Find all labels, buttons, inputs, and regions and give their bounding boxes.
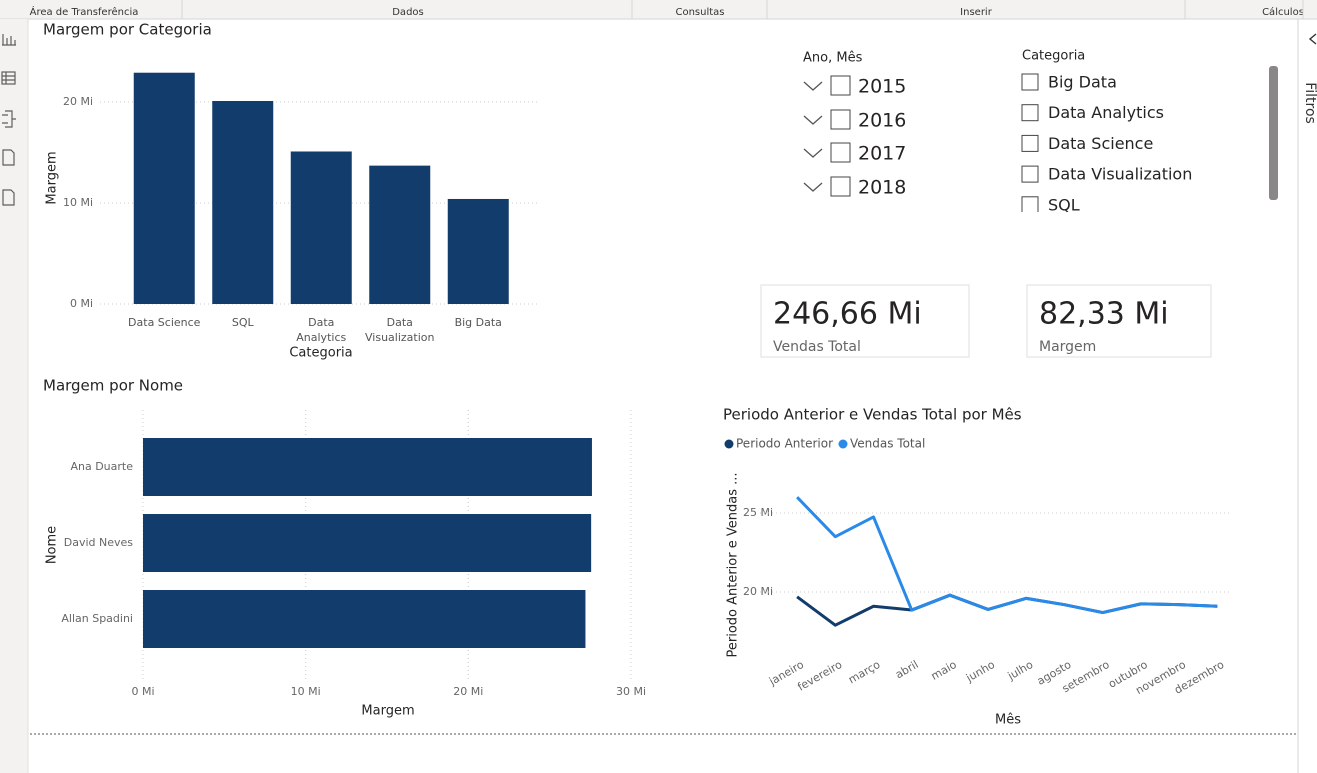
ribbon-group[interactable]: Consultas — [675, 7, 724, 18]
card — [1026, 284, 1212, 358]
y-tick-label: 0 Mi — [70, 297, 93, 310]
report-icon[interactable] — [2, 34, 16, 46]
slicer-title: Categoria — [1022, 49, 1085, 64]
chart-title: Margem por Nome — [43, 377, 183, 395]
model-icon[interactable] — [2, 110, 16, 128]
ribbon-group[interactable]: Inserir — [960, 7, 993, 18]
tmdl-icon[interactable] — [2, 189, 15, 206]
x-tick-label: 20 Mi — [453, 685, 483, 698]
card-label: Vendas Total — [773, 339, 861, 355]
legend-marker[interactable] — [724, 439, 734, 449]
x-tick-label-box: Data Science — [128, 316, 201, 329]
legend-label[interactable]: Periodo Anterior — [736, 437, 833, 451]
card-value: 82,33 Mi — [1039, 297, 1169, 332]
y-tick-label: 20 Mi — [63, 95, 93, 108]
checkbox[interactable] — [830, 75, 851, 96]
x-tick-label: Data Science — [128, 316, 201, 329]
bar[interactable] — [447, 198, 509, 304]
expand-chevron[interactable] — [803, 81, 823, 91]
y-axis-title: Periodo Anterior e Vendas ... — [726, 472, 741, 657]
x-tick-label: 30 Mi — [616, 685, 646, 698]
bar[interactable] — [369, 165, 431, 304]
y-tick-label: Ana Duarte — [70, 460, 133, 473]
y-axis-title: Nome — [45, 526, 60, 564]
checkbox[interactable] — [1021, 104, 1039, 122]
x-axis-title: Margem — [361, 704, 414, 719]
dax-icon[interactable] — [2, 149, 15, 166]
y-tick-label: Allan Spadini — [61, 612, 133, 625]
checkbox[interactable] — [1021, 134, 1039, 152]
y-tick-label: 20 Mi — [743, 585, 773, 598]
series-line[interactable] — [796, 496, 1218, 615]
y-tick-label: 10 Mi — [63, 196, 93, 209]
slicer-item[interactable]: 2015 — [858, 76, 906, 98]
card-label: Margem — [1039, 339, 1096, 355]
slicer-item[interactable]: Big Data — [1048, 73, 1117, 92]
x-tick-label-box: SQL — [231, 316, 254, 329]
chart-title: Margem por Categoria — [43, 21, 212, 39]
slicer-item[interactable]: Data Science — [1048, 134, 1153, 153]
checkbox[interactable] — [1021, 73, 1039, 91]
scrollbar[interactable] — [1269, 66, 1278, 200]
x-tick-label-box: Data Visualization — [365, 316, 435, 344]
expand-chevron[interactable] — [803, 115, 823, 125]
y-tick-label: David Neves — [64, 536, 134, 549]
x-tick-label: 0 Mi — [131, 685, 154, 698]
x-tick-label: SQL — [231, 316, 254, 329]
expand-chevron[interactable] — [803, 182, 823, 192]
bar[interactable] — [212, 100, 274, 305]
legend-marker[interactable] — [838, 439, 848, 449]
y-axis-title: Margem — [45, 151, 60, 204]
ribbon — [0, 0, 1317, 19]
slicer-item[interactable]: Data Analytics — [1048, 103, 1164, 122]
legend-label[interactable]: Vendas Total — [850, 437, 925, 451]
x-tick-label: Data Analytics — [296, 316, 347, 344]
slicer-title: Ano, Mês — [803, 51, 863, 66]
x-axis-title: Categoria — [289, 346, 352, 361]
left-nav — [0, 19, 28, 773]
x-tick-label: Big Data — [454, 316, 502, 329]
card — [760, 284, 970, 358]
ribbon-group[interactable]: Área de Transferência — [30, 5, 139, 18]
x-tick-label: Data Visualization — [365, 316, 435, 344]
y-tick-label: 25 Mi — [743, 506, 773, 519]
bar[interactable] — [143, 590, 586, 648]
expand-chevron[interactable] — [803, 148, 823, 158]
x-tick-label-box: Data Analytics — [296, 316, 347, 344]
x-axis-title: Mês — [995, 713, 1021, 728]
checkbox[interactable] — [1021, 165, 1039, 183]
slicer-item[interactable]: SQL — [1048, 195, 1080, 214]
x-tick-label-box: Big Data — [454, 316, 502, 329]
ribbon-group[interactable]: Cálculos — [1262, 6, 1304, 18]
checkbox[interactable] — [830, 109, 851, 130]
bar[interactable] — [143, 514, 592, 572]
bar[interactable] — [143, 438, 592, 496]
chart-title: Periodo Anterior e Vendas Total por Mês — [723, 406, 1022, 424]
checkbox[interactable] — [830, 176, 851, 197]
slicer-item[interactable]: 2018 — [858, 177, 906, 199]
slicer-item[interactable]: Data Visualization — [1048, 165, 1192, 184]
x-tick-label: 10 Mi — [291, 685, 321, 698]
data-icon-grid — [2, 72, 15, 84]
slicer-list: Big Data Data Analytics Data Science Data V… — [1021, 73, 1192, 214]
slicer-item[interactable]: 2016 — [858, 110, 906, 132]
bar[interactable] — [133, 72, 195, 305]
bar[interactable] — [290, 151, 352, 304]
card-value: 246,66 Mi — [773, 297, 922, 332]
collapse-icon[interactable] — [1308, 33, 1317, 45]
slicer-item[interactable]: 2017 — [858, 143, 906, 165]
filters-pane-title[interactable]: Filtros — [1302, 82, 1317, 124]
ribbon-group[interactable]: Dados — [392, 7, 424, 18]
checkbox[interactable] — [1021, 196, 1039, 213]
nav-icons[interactable] — [1, 34, 16, 206]
checkbox[interactable] — [830, 142, 851, 163]
data-icon[interactable] — [1, 71, 16, 85]
